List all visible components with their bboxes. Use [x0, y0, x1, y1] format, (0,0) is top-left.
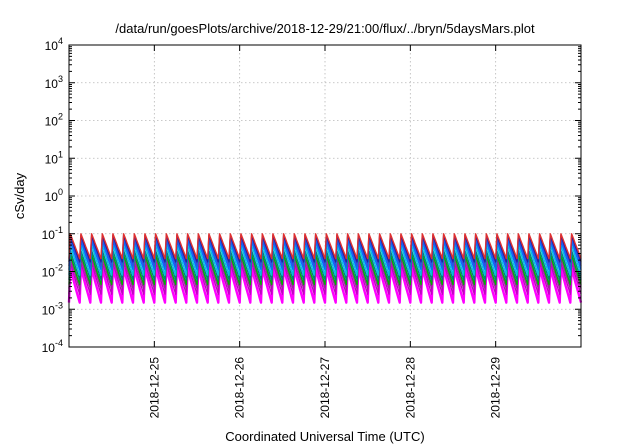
x-tick-label: 2018-12-29	[489, 357, 503, 419]
series-line	[68, 234, 582, 263]
series-line	[68, 249, 582, 281]
series-line	[68, 257, 582, 290]
chart-title: /data/run/goesPlots/archive/2018-12-29/2…	[115, 21, 535, 36]
y-tick-label: 10-2	[42, 263, 63, 280]
x-tick-label: 2018-12-27	[318, 357, 332, 419]
series-line	[68, 233, 582, 260]
x-axis: 2018-12-25 2018-12-26 2018-12-27 2018-12-28…	[147, 45, 503, 419]
y-tick-label: 103	[45, 74, 63, 91]
series-line	[68, 244, 582, 276]
x-tick-label: 2018-12-26	[233, 357, 247, 419]
y-tick-label: 102	[45, 112, 63, 129]
series-line	[68, 262, 582, 295]
series-line	[68, 240, 582, 271]
series-line	[67, 267, 583, 304]
x-tick-label: 2018-12-25	[147, 357, 161, 419]
y-axis: 10-4 10-3 10-2 10-1 100 101 102 103 104	[42, 36, 581, 355]
x-axis-label: Coordinated Universal Time (UTC)	[225, 429, 424, 444]
y-tick-label: 104	[45, 36, 63, 53]
y-tick-label: 100	[45, 187, 63, 204]
series-line	[68, 253, 582, 286]
series-line	[68, 236, 582, 267]
y-tick-label: 10-3	[42, 300, 63, 317]
x-tick-label: 2018-12-28	[403, 357, 417, 419]
y-tick-label: 10-4	[42, 338, 63, 355]
y-tick-label: 101	[45, 149, 63, 166]
y-tick-label: 10-1	[42, 225, 63, 242]
y-axis-label: cSv/day	[12, 172, 27, 219]
series-group	[67, 233, 583, 304]
